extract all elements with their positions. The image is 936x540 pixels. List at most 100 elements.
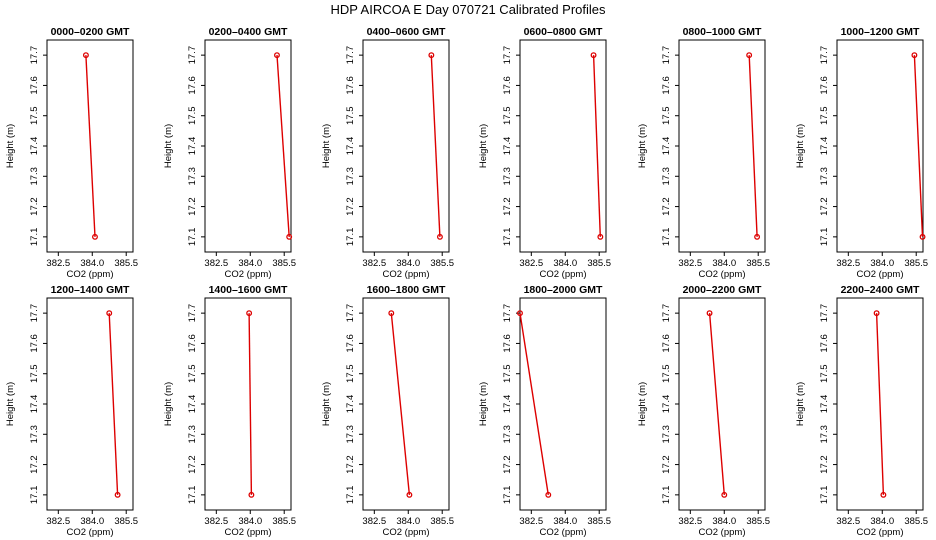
y-tick-label: 17.3: [187, 167, 198, 186]
y-axis-label: Height (m): [5, 124, 16, 168]
panel-title: 0600–0800 GMT: [524, 26, 603, 38]
y-tick-label: 17.1: [502, 228, 513, 247]
plot-frame: [678, 39, 766, 253]
y-tick-label: 17.2: [661, 455, 672, 474]
y-tick-label: 17.7: [661, 304, 672, 323]
x-tick-label: 382.5: [519, 258, 543, 269]
y-tick-label: 17.7: [345, 304, 356, 323]
data-point: [388, 310, 395, 317]
y-tick-label: 17.3: [661, 425, 672, 444]
y-tick-label: 17.4: [502, 395, 513, 414]
x-axis-label: CO2 (ppm): [540, 269, 587, 280]
x-tick-label: 385.5: [904, 258, 928, 269]
y-tick-label: 17.3: [187, 425, 198, 444]
x-tick-label: 384.0: [396, 516, 420, 527]
figure-title: HDP AIRCOA E Day 070721 Calibrated Profi…: [330, 2, 606, 17]
profile-line: [430, 55, 441, 237]
y-axis-label: Height (m): [795, 382, 806, 426]
y-tick-label: 17.1: [29, 228, 40, 247]
y-tick-label: 17.5: [819, 364, 830, 383]
y-tick-label: 17.5: [502, 106, 513, 125]
y-tick-label: 17.1: [29, 486, 40, 505]
data-point: [436, 233, 443, 240]
x-tick-label: 385.5: [746, 258, 770, 269]
x-tick-label: 385.5: [430, 258, 454, 269]
profile-line: [875, 313, 885, 495]
x-tick-label: 382.5: [678, 516, 702, 527]
x-tick-label: 382.5: [204, 258, 228, 269]
profile-line: [708, 313, 725, 495]
y-tick-label: 17.7: [502, 46, 513, 64]
y-tick-label: 17.4: [187, 137, 198, 156]
x-tick-label: 382.5: [362, 516, 386, 527]
x-axis-label: CO2 (ppm): [67, 269, 114, 280]
y-axis-label: Height (m): [5, 382, 16, 426]
x-tick-label: 382.5: [362, 258, 386, 269]
y-tick-label: 17.7: [819, 46, 830, 64]
y-tick-label: 17.3: [502, 167, 513, 186]
y-tick-label: 17.6: [819, 76, 830, 95]
panel-title: 0200–0400 GMT: [209, 26, 288, 38]
profile-line: [276, 55, 290, 237]
x-axis-label: CO2 (ppm): [383, 269, 430, 280]
y-tick-label: 17.5: [345, 364, 356, 383]
panel-title: 0000–0200 GMT: [51, 26, 130, 38]
y-tick-label: 17.1: [502, 486, 513, 505]
y-tick-label: 17.2: [502, 197, 513, 216]
y-tick-label: 17.1: [187, 486, 198, 505]
panel-title: 2000–2200 GMT: [683, 284, 762, 296]
y-tick-label: 17.3: [29, 425, 40, 444]
y-tick-label: 17.5: [661, 106, 672, 125]
x-tick-label: 384.0: [553, 258, 577, 269]
y-tick-label: 17.6: [187, 334, 198, 353]
plot-frame: [204, 297, 292, 511]
x-tick-label: 382.5: [678, 258, 702, 269]
data-point: [597, 233, 604, 240]
x-tick-label: 384.0: [80, 258, 104, 269]
y-tick-label: 17.4: [661, 395, 672, 414]
y-tick-label: 17.4: [345, 395, 356, 414]
y-tick-label: 17.4: [29, 395, 40, 414]
x-axis-label: CO2 (ppm): [540, 527, 587, 538]
x-tick-label: 384.0: [870, 516, 894, 527]
y-tick-label: 17.6: [29, 76, 40, 95]
panel-title: 1600–1800 GMT: [367, 284, 446, 296]
y-tick-label: 17.4: [502, 137, 513, 156]
x-tick-label: 385.5: [904, 516, 928, 527]
y-tick-label: 17.4: [819, 395, 830, 414]
y-tick-label: 17.5: [187, 364, 198, 383]
x-tick-label: 385.5: [272, 258, 296, 269]
profile-line: [108, 313, 119, 495]
y-tick-label: 17.4: [345, 137, 356, 156]
y-tick-label: 17.2: [819, 455, 830, 474]
x-tick-label: 385.5: [587, 516, 611, 527]
data-point: [721, 491, 728, 498]
y-tick-label: 17.2: [187, 455, 198, 474]
y-tick-label: 17.2: [187, 197, 198, 216]
y-axis-label: Height (m): [163, 124, 174, 168]
x-tick-label: 384.0: [553, 516, 577, 527]
data-point: [590, 52, 597, 59]
x-tick-label: 382.5: [204, 516, 228, 527]
y-tick-label: 17.6: [819, 334, 830, 353]
x-axis-label: CO2 (ppm): [857, 269, 904, 280]
data-point: [517, 310, 523, 317]
y-tick-label: 17.1: [187, 228, 198, 247]
plot-frame: [836, 39, 924, 253]
y-axis-label: Height (m): [637, 124, 648, 168]
x-tick-label: 382.5: [46, 258, 70, 269]
data-point: [114, 491, 121, 498]
y-tick-label: 17.4: [661, 137, 672, 156]
panel-title: 2200–2400 GMT: [841, 284, 920, 296]
x-tick-label: 385.5: [114, 258, 138, 269]
y-tick-label: 17.6: [502, 334, 513, 353]
y-axis-label: Height (m): [321, 382, 332, 426]
y-tick-label: 17.7: [29, 304, 40, 323]
x-tick-label: 385.5: [430, 516, 454, 527]
y-tick-label: 17.7: [187, 46, 198, 64]
data-point: [274, 52, 280, 59]
x-tick-label: 385.5: [114, 516, 138, 527]
y-tick-label: 17.3: [502, 425, 513, 444]
y-tick-label: 17.6: [661, 76, 672, 95]
